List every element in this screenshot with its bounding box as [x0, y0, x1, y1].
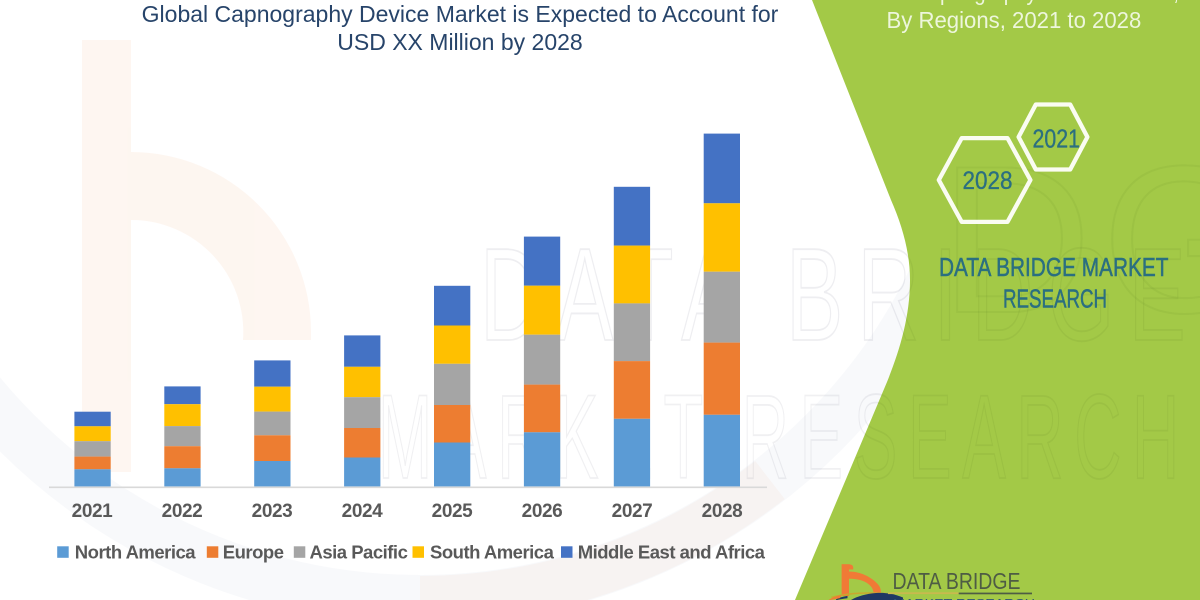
svg-text:Europe: Europe: [223, 541, 284, 562]
svg-text:DGE: DGE: [940, 122, 1200, 357]
svg-text:Middle East and Africa: Middle East and Africa: [578, 541, 766, 562]
svg-text:2021: 2021: [1033, 123, 1081, 153]
svg-text:North America: North America: [75, 541, 197, 562]
svg-text:MARKET RESEARCH: MARKET RESEARCH: [893, 597, 1035, 600]
svg-text:DATA BRIDGE MARKET: DATA BRIDGE MARKET: [939, 252, 1169, 282]
svg-text:By Regions, 2021 to 2028: By Regions, 2021 to 2028: [887, 7, 1142, 33]
svg-text:Global Capnography Device Mark: Global Capnography Device Market,: [849, 0, 1179, 5]
svg-text:DATA BRIDGE: DATA BRIDGE: [893, 568, 1021, 594]
svg-text:Asia Pacific: Asia Pacific: [310, 541, 408, 562]
svg-text:RESEARCH: RESEARCH: [1003, 284, 1107, 314]
svg-text:2028: 2028: [963, 167, 1013, 195]
svg-text:South America: South America: [430, 541, 555, 562]
